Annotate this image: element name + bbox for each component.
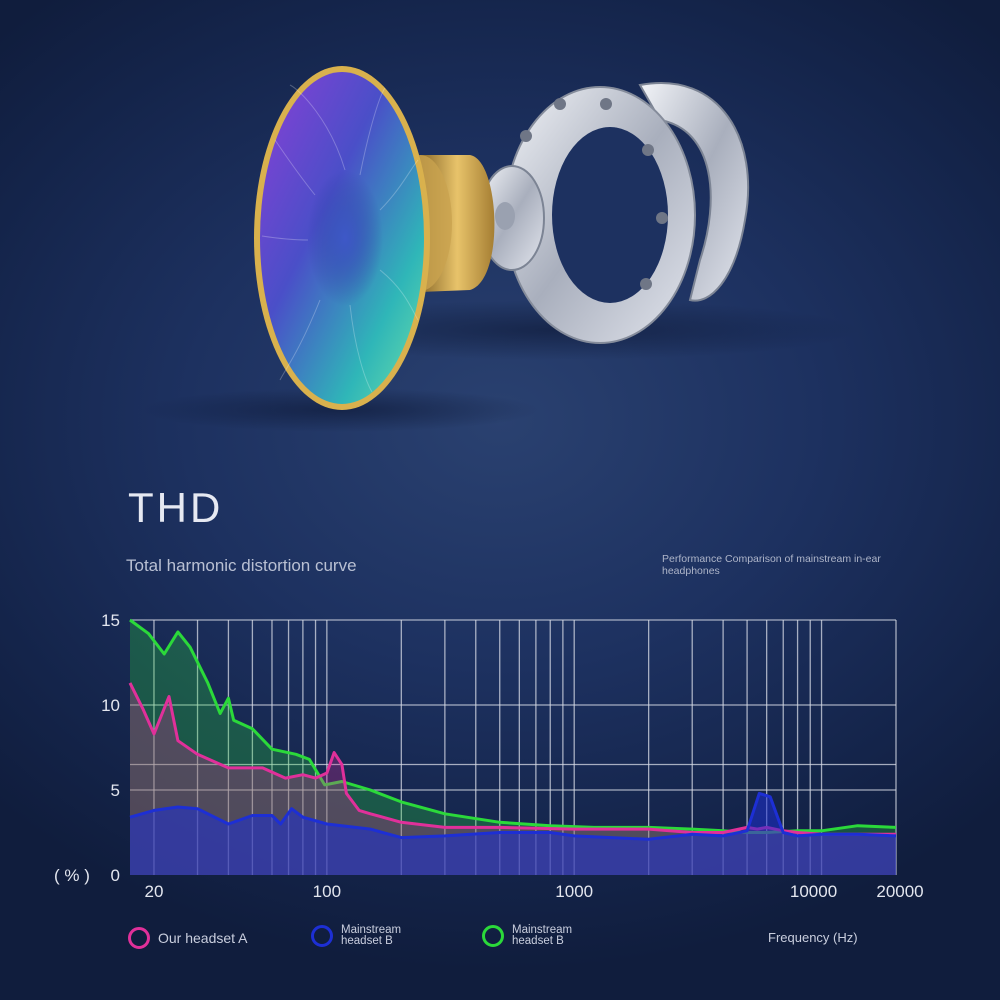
legend-ring-icon [482, 925, 504, 947]
chart-series [128, 618, 897, 875]
legend-item-headset-b-blue: Mainstream headset B [311, 924, 421, 947]
y-tick-label: 0 [111, 866, 120, 885]
legend-item-headset-b-green: Mainstream headset B [482, 924, 592, 947]
driver-illustration [140, 66, 860, 432]
y-tick-label: 5 [111, 781, 120, 800]
legend-label: Mainstream headset B [341, 924, 402, 947]
y-tick-label: 15 [101, 611, 120, 630]
x-axis-label: Frequency (Hz) [768, 930, 858, 945]
chart-axis-labels: 15 10 5 0 ( % ) 20 100 1000 10000 20000 [54, 611, 924, 901]
y-unit-label: ( % ) [54, 866, 90, 885]
x-tick-label: 100 [313, 882, 341, 901]
series-area-1 [130, 620, 896, 875]
comparison-note: Performance Comparison of mainstream in-… [662, 553, 881, 577]
x-tick-label: 20 [145, 882, 164, 901]
x-tick-label: 1000 [555, 882, 593, 901]
legend-ring-icon [128, 927, 150, 949]
series-line-3 [129, 791, 897, 841]
x-tick-label: 20000 [876, 882, 923, 901]
series-area-3 [130, 793, 896, 875]
legend-label: Our headset A [158, 930, 248, 946]
y-tick-label: 10 [101, 696, 120, 715]
chart-title: THD [128, 484, 224, 531]
legend-item-headset-a: Our headset A [128, 927, 248, 949]
x-tick-label: 10000 [790, 882, 837, 901]
legend-label: Mainstream headset B [512, 924, 573, 947]
legend-ring-icon [311, 925, 333, 947]
chart-subtitle: Total harmonic distortion curve [126, 556, 357, 575]
